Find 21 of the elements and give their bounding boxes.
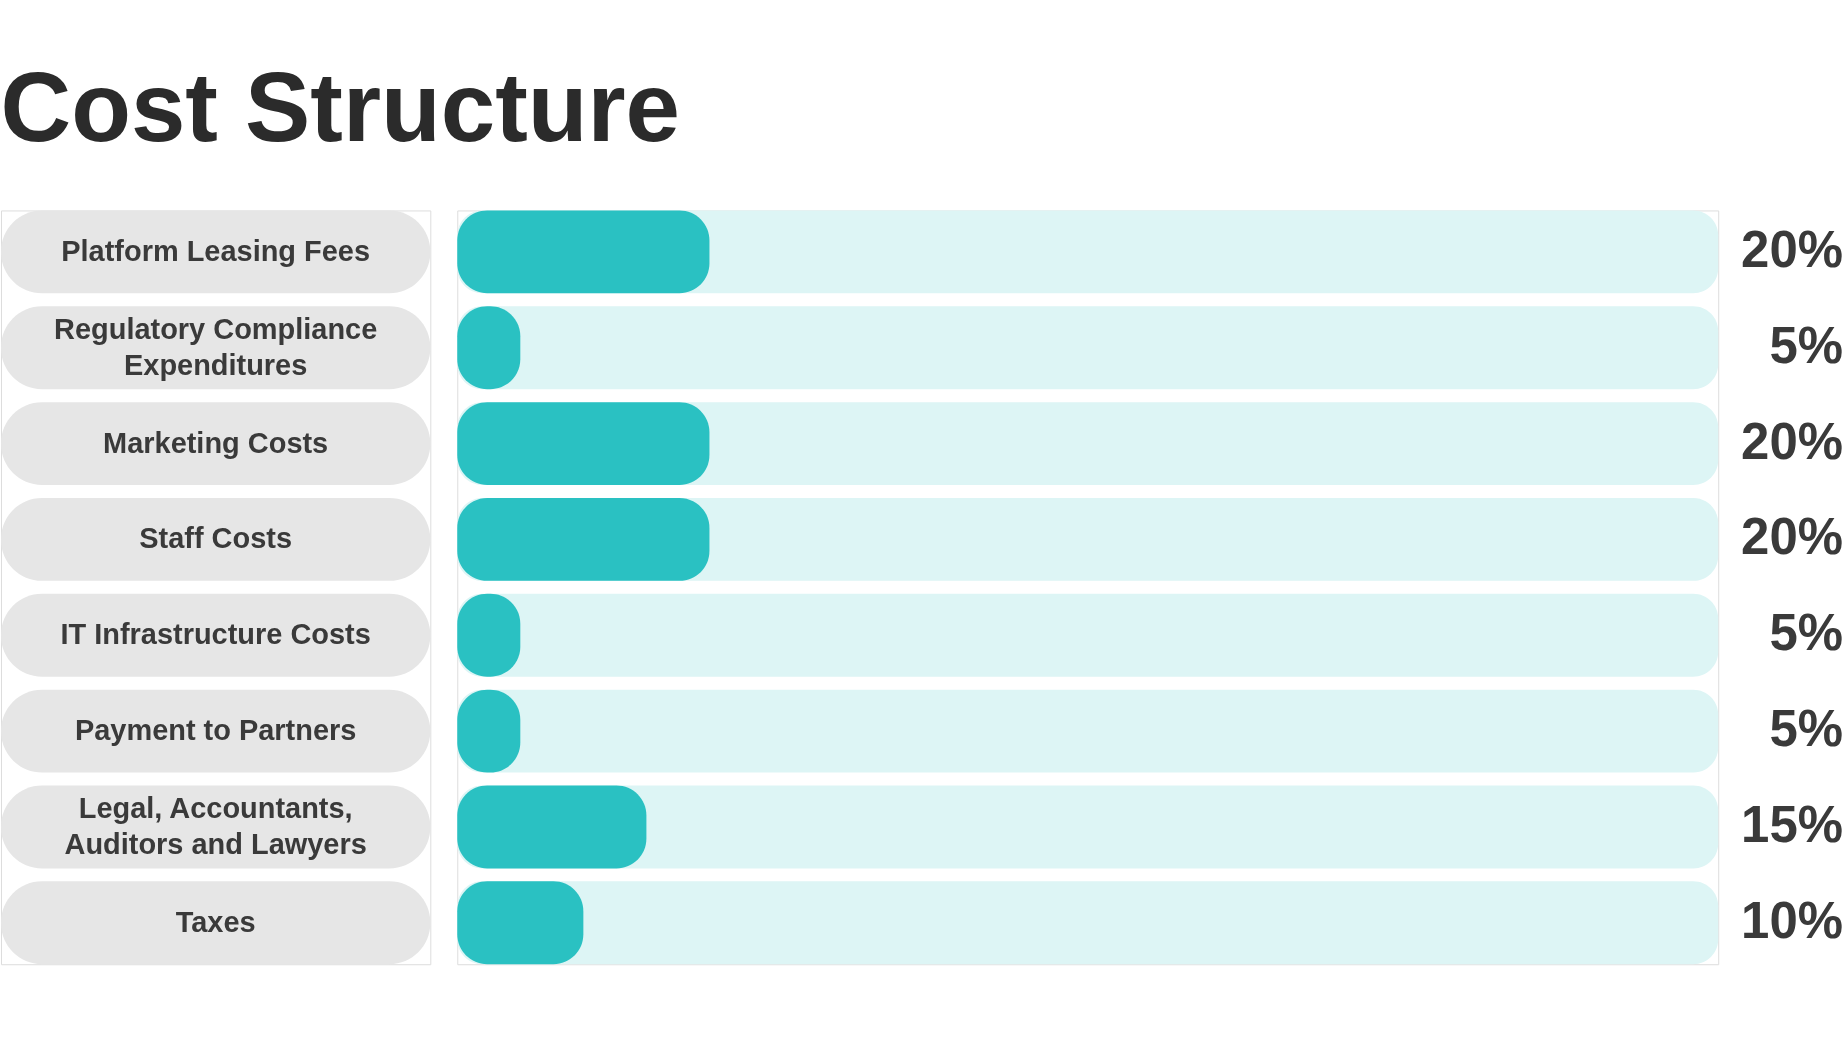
y-tick-label: Staff Costs [139, 522, 293, 555]
data-label: 20% [1741, 220, 1844, 278]
bar [457, 497, 710, 581]
y-tick-label: IT Infrastructure Costs [60, 618, 371, 651]
data-label: 5% [1769, 700, 1844, 758]
bar [457, 785, 647, 869]
data-label: 10% [1741, 891, 1844, 949]
y-tick-label: Marketing Costs [103, 426, 329, 459]
data-label: 20% [1741, 508, 1844, 566]
data-label: 5% [1769, 604, 1844, 662]
data-label: 15% [1741, 795, 1844, 853]
bar [457, 210, 710, 294]
chart-title: Cost Structure [0, 52, 680, 163]
bar [457, 402, 710, 485]
data-label: 5% [1769, 316, 1844, 374]
y-tick-label: Regulatory Compliance Expenditures [54, 312, 378, 381]
y-tick-label: Payment to Partners [74, 714, 357, 747]
y-tick-label: Taxes [175, 905, 256, 938]
y-tick-label: Platform Leasing Fees [61, 234, 371, 267]
y-tick-label: Legal, Accountants, Auditors and Lawyers [64, 791, 367, 860]
data-label: 20% [1741, 412, 1844, 470]
